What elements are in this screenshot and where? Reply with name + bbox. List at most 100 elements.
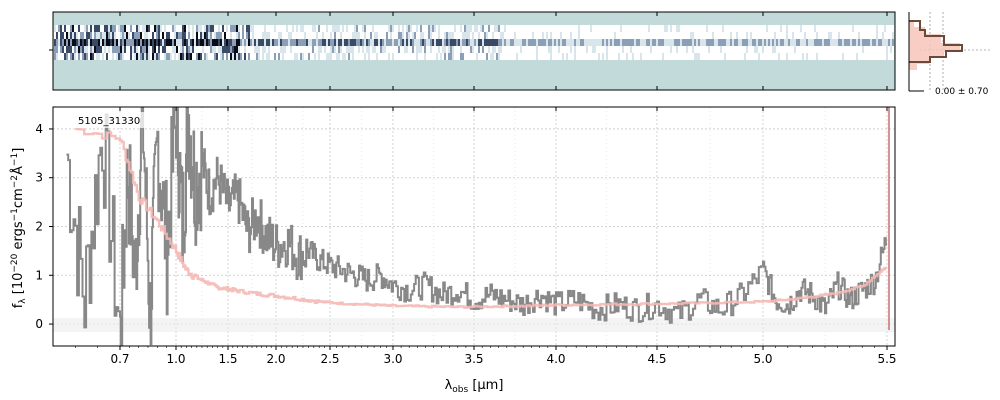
spectrum-2d-pixel bbox=[318, 32, 320, 39]
spectrum-2d-pixel bbox=[768, 25, 770, 32]
spectrum-2d-pixel bbox=[544, 53, 546, 60]
spectrum-2d-pixel bbox=[632, 25, 634, 32]
spectrum-2d-pixel bbox=[592, 25, 594, 32]
spectrum-2d-pixel bbox=[622, 53, 624, 60]
spectrum-2d-pixel bbox=[580, 39, 582, 46]
spectrum-2d-pixel bbox=[326, 46, 328, 53]
spectrum-2d-pixel bbox=[104, 39, 106, 46]
spectrum-2d-pixel bbox=[664, 53, 666, 60]
spectrum-2d-pixel bbox=[60, 39, 62, 46]
spectrum-2d-pixel bbox=[184, 46, 186, 53]
spectrum-2d-pixel bbox=[450, 25, 452, 32]
spectrum-2d-pixel bbox=[506, 32, 508, 39]
spectrum-2d-pixel bbox=[652, 25, 654, 32]
spectrum-2d-pixel bbox=[758, 46, 760, 53]
spectrum-2d-pixel bbox=[798, 25, 800, 32]
spectrum-2d-pixel bbox=[870, 32, 872, 39]
spectrum-2d-pixel bbox=[198, 46, 200, 53]
spectrum-2d-pixel bbox=[320, 32, 322, 39]
spectrum-2d-pixel bbox=[872, 46, 874, 53]
spectrum-2d-pixel bbox=[530, 39, 532, 46]
spectrum-2d-pixel bbox=[254, 46, 256, 53]
spectrum-2d-pixel bbox=[100, 39, 102, 46]
spectrum-2d-pixel bbox=[286, 46, 288, 53]
spectrum-2d-pixel bbox=[704, 39, 706, 46]
spectrum-2d-pixel bbox=[738, 25, 740, 32]
spectrum-2d-pixel bbox=[884, 25, 886, 32]
spectrum-2d-pixel bbox=[798, 46, 800, 53]
spectrum-2d-pixel bbox=[680, 39, 682, 46]
spectrum-2d-pixel bbox=[216, 46, 218, 53]
spectrum-2d-pixel bbox=[478, 46, 480, 53]
spectrum-2d-pixel bbox=[60, 25, 62, 32]
spectrum-2d-pixel bbox=[290, 32, 292, 39]
spectrum-2d-pixel bbox=[530, 25, 532, 32]
spectrum-2d-pixel bbox=[326, 32, 328, 39]
spectrum-2d-pixel bbox=[596, 39, 598, 46]
spectrum-2d-pixel bbox=[824, 39, 826, 46]
spectrum-2d-pixel bbox=[378, 25, 380, 32]
spectrum-2d-pixel bbox=[474, 32, 476, 39]
spectrum-2d-pixel bbox=[154, 32, 156, 39]
spectrum-2d-pixel bbox=[150, 32, 152, 39]
spectrum-2d-pixel bbox=[702, 32, 704, 39]
spectrum-2d-pixel bbox=[758, 53, 760, 60]
spectrum-2d-pixel bbox=[852, 39, 854, 46]
spectrum-2d-pixel bbox=[482, 32, 484, 39]
spectrum-2d-pixel bbox=[578, 32, 580, 39]
spectrum-2d-pixel bbox=[696, 32, 698, 39]
spectrum-2d-pixel bbox=[520, 46, 522, 53]
spectrum-2d-pixel bbox=[286, 53, 288, 60]
spectrum-2d-pixel bbox=[236, 39, 238, 46]
spectrum-2d-pixel bbox=[438, 53, 440, 60]
spectrum-2d-pixel bbox=[528, 25, 530, 32]
spectrum-2d-pixel bbox=[240, 25, 242, 32]
spectrum-2d-pixel bbox=[428, 32, 430, 39]
spectrum-2d-pixel bbox=[252, 53, 254, 60]
spectrum-2d-pixel bbox=[86, 39, 88, 46]
spectrum-2d-pixel bbox=[472, 39, 474, 46]
spectrum-2d-pixel bbox=[664, 39, 666, 46]
spectrum-2d-pixel bbox=[210, 53, 212, 60]
spectrum-2d-pixel bbox=[726, 46, 728, 53]
spectrum-2d-pixel bbox=[630, 25, 632, 32]
spectrum-2d-pixel bbox=[662, 32, 664, 39]
spectrum-2d-pixel bbox=[440, 46, 442, 53]
spectrum-2d-pixel bbox=[818, 46, 820, 53]
spectrum-2d-pixel bbox=[734, 39, 736, 46]
spectrum-2d-pixel bbox=[354, 46, 356, 53]
spectrum-2d-pixel bbox=[708, 25, 710, 32]
spectrum-2d-pixel bbox=[666, 39, 668, 46]
spectrum-2d-pixel bbox=[832, 39, 834, 46]
spectrum-2d-pixel bbox=[478, 53, 480, 60]
spectrum-2d-pixel bbox=[216, 53, 218, 60]
spectrum-2d-pixel bbox=[852, 25, 854, 32]
spectrum-2d-pixel bbox=[868, 25, 870, 32]
spectrum-2d-pixel bbox=[672, 53, 674, 60]
spectrum-2d-pixel bbox=[98, 32, 100, 39]
spectrum-2d-pixel bbox=[142, 32, 144, 39]
spectrum-2d-pixel bbox=[186, 39, 188, 46]
spectrum-2d-pixel bbox=[390, 25, 392, 32]
y-tick-label: 2 bbox=[35, 220, 43, 234]
spectrum-2d-pixel bbox=[68, 32, 70, 39]
spectrum-2d-pixel bbox=[448, 53, 450, 60]
spectrum-2d-pixel bbox=[892, 53, 894, 60]
spectrum-2d-pixel bbox=[692, 25, 694, 32]
spectrum-2d-pixel bbox=[316, 46, 318, 53]
spectrum-2d-pixel bbox=[288, 25, 290, 32]
spectrum-2d-pixel bbox=[240, 39, 242, 46]
spectrum-2d-pixel bbox=[132, 53, 134, 60]
spectrum-2d-pixel bbox=[316, 53, 318, 60]
spectrum-2d-pixel bbox=[840, 25, 842, 32]
spectrum-2d-pixel bbox=[386, 46, 388, 53]
spectrum-2d-pixel bbox=[444, 53, 446, 60]
spectrum-2d-pixel bbox=[754, 53, 756, 60]
spectrum-2d-pixel bbox=[408, 53, 410, 60]
spectrum-2d-pixel bbox=[220, 25, 222, 32]
spectrum-2d-pixel bbox=[280, 25, 282, 32]
spectrum-2d-pixel bbox=[154, 39, 156, 46]
spectrum-2d-pixel bbox=[848, 25, 850, 32]
spectrum-2d-pixel bbox=[106, 46, 108, 53]
